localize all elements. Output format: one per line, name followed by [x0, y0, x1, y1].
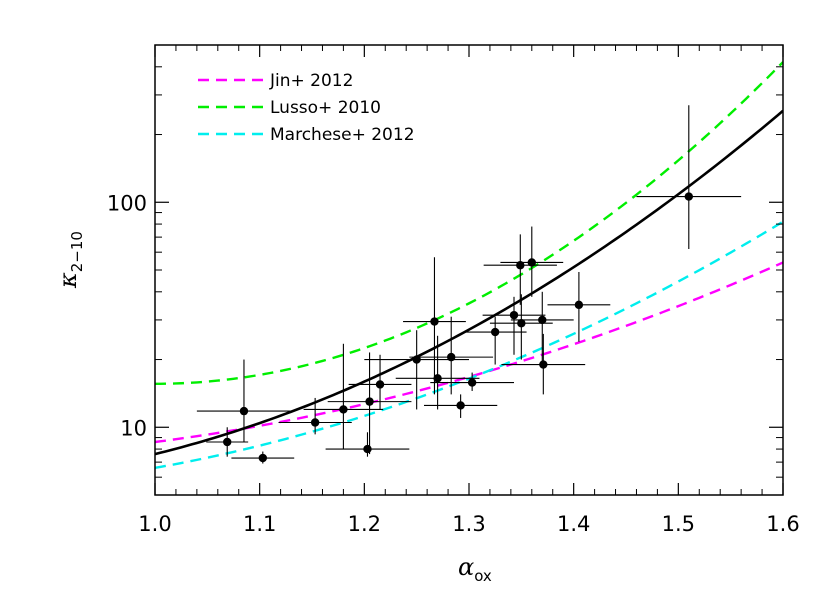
x-tick-label: 1.1 — [243, 512, 276, 536]
point-marker — [363, 444, 372, 454]
data-point — [500, 226, 564, 297]
point-marker — [516, 261, 525, 270]
point-marker — [684, 192, 693, 201]
x-axis-symbol: α — [458, 553, 474, 581]
data-point — [409, 316, 494, 395]
axis-ticks — [154, 45, 784, 495]
data-point — [636, 105, 742, 249]
data-point — [430, 372, 515, 391]
x-tick-label: 1.3 — [452, 512, 485, 536]
legend-item: Marchese+ 2012 — [198, 125, 415, 145]
data-point — [206, 427, 249, 457]
data-point — [278, 397, 352, 435]
legend-label: Lusso+ 2010 — [270, 98, 381, 118]
legend: Jin+ 2012 Lusso+ 2010 Marchese+ 2012 — [198, 71, 415, 145]
legend-item: Jin+ 2012 — [198, 71, 353, 91]
data-point — [547, 271, 611, 342]
model-curve-marchese-2012 — [155, 220, 783, 470]
data-point — [196, 359, 292, 443]
data-point — [403, 257, 466, 395]
y-axis-label: κ2−10 — [54, 231, 86, 289]
point-marker — [239, 406, 249, 416]
data-points-layer — [196, 105, 742, 464]
point-marker — [539, 360, 548, 369]
point-marker — [433, 374, 442, 383]
point-marker — [527, 258, 536, 267]
data-point — [483, 234, 557, 305]
x-tick-label: 1.6 — [766, 512, 799, 536]
point-marker — [365, 397, 374, 406]
data-point — [395, 335, 480, 410]
tick-labels: 1.0 1.1 1.2 1.3 1.4 1.5 1.6 10 100 — [107, 191, 800, 536]
x-tick-label: 1.2 — [348, 512, 381, 536]
point-marker — [447, 352, 456, 362]
legend-item: Lusso+ 2010 — [198, 98, 381, 118]
fit-curve — [155, 109, 783, 456]
model-curve-lusso-2010 — [155, 61, 783, 386]
point-marker — [223, 437, 232, 447]
point-marker — [375, 380, 385, 389]
point-marker — [258, 453, 268, 463]
point-marker — [538, 315, 547, 325]
x-axis-subscript: ox — [474, 567, 492, 585]
point-marker — [339, 405, 348, 414]
x-tick-label: 1.4 — [557, 512, 590, 536]
point-marker — [456, 401, 465, 410]
y-tick-label: 10 — [120, 416, 147, 440]
point-marker — [467, 378, 477, 387]
data-point — [423, 394, 498, 418]
data-point — [325, 432, 410, 457]
data-point — [489, 294, 553, 360]
x-axis-label: αox — [458, 553, 492, 585]
y-axis-symbol: κ — [54, 272, 82, 289]
legend-label: Jin+ 2012 — [269, 71, 353, 91]
x-tick-label: 1.0 — [138, 512, 171, 536]
model-curve-jin-2012 — [155, 261, 783, 444]
y-tick-label: 100 — [107, 191, 147, 215]
data-point — [231, 451, 295, 464]
data-point — [482, 296, 546, 355]
data-point — [327, 352, 412, 455]
y-axis-subscript: 2−10 — [68, 231, 86, 272]
point-marker — [430, 317, 439, 326]
point-marker — [517, 319, 526, 328]
point-marker — [310, 418, 320, 427]
data-point — [463, 316, 527, 365]
x-tick-label: 1.5 — [662, 512, 695, 536]
point-marker — [574, 300, 584, 310]
data-point — [501, 333, 586, 395]
data-point — [348, 354, 412, 410]
data-point — [510, 291, 574, 365]
point-marker — [490, 327, 500, 337]
legend-label: Marchese+ 2012 — [270, 125, 415, 145]
point-marker — [509, 310, 519, 320]
